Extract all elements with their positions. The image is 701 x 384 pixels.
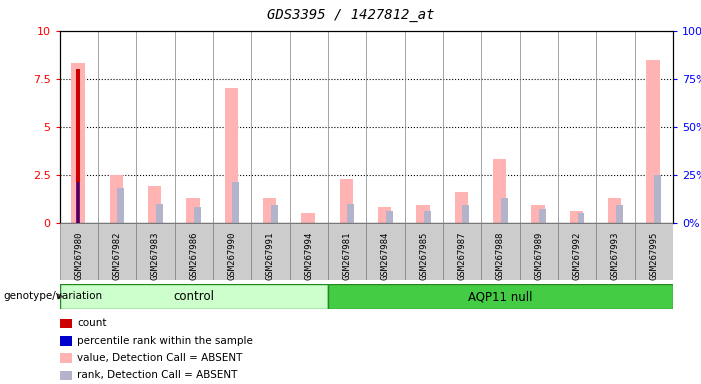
Bar	[60, 284, 328, 309]
Bar	[463, 205, 470, 223]
Bar	[233, 182, 239, 223]
Bar	[539, 209, 546, 223]
Bar	[301, 213, 315, 223]
Bar	[136, 223, 175, 280]
Text: genotype/variation: genotype/variation	[4, 291, 102, 301]
Text: GSM267992: GSM267992	[573, 231, 582, 280]
Bar	[501, 198, 508, 223]
Bar	[348, 204, 355, 223]
Bar	[608, 198, 621, 223]
Bar	[339, 179, 353, 223]
Text: GSM267986: GSM267986	[189, 231, 198, 280]
Text: percentile rank within the sample: percentile rank within the sample	[77, 336, 253, 346]
Bar	[634, 223, 673, 280]
Bar	[558, 223, 597, 280]
Text: GSM267981: GSM267981	[343, 231, 352, 280]
Bar	[455, 192, 468, 223]
Bar	[616, 205, 622, 223]
Bar	[109, 175, 123, 223]
Bar	[263, 198, 276, 223]
Bar	[493, 159, 506, 223]
Bar	[597, 223, 634, 280]
Text: AQP11 null: AQP11 null	[468, 290, 533, 303]
Bar	[224, 88, 238, 223]
Bar	[366, 223, 404, 280]
Bar	[251, 223, 290, 280]
Bar	[290, 223, 328, 280]
Bar	[175, 223, 213, 280]
Bar	[271, 205, 278, 223]
Bar	[416, 205, 430, 223]
Bar	[531, 205, 545, 223]
Text: GSM267980: GSM267980	[74, 231, 83, 280]
Bar	[386, 211, 393, 223]
Text: GSM267995: GSM267995	[649, 231, 658, 280]
Text: value, Detection Call = ABSENT: value, Detection Call = ABSENT	[77, 353, 243, 363]
Bar	[98, 223, 136, 280]
Bar	[194, 207, 201, 223]
Text: GSM267991: GSM267991	[266, 231, 275, 280]
Text: rank, Detection Call = ABSENT: rank, Detection Call = ABSENT	[77, 370, 238, 380]
Bar	[654, 175, 661, 223]
Text: GSM267982: GSM267982	[113, 231, 121, 280]
Text: GSM267983: GSM267983	[151, 231, 160, 280]
Bar	[378, 207, 391, 223]
Text: GSM267988: GSM267988	[496, 231, 505, 280]
Bar	[570, 211, 583, 223]
Bar	[443, 223, 482, 280]
Text: GSM267987: GSM267987	[458, 231, 467, 280]
Bar	[578, 213, 585, 223]
Bar	[646, 60, 660, 223]
Bar	[186, 198, 200, 223]
Bar	[328, 284, 673, 309]
Text: GDS3395 / 1427812_at: GDS3395 / 1427812_at	[267, 8, 434, 22]
Text: GSM267985: GSM267985	[419, 231, 428, 280]
Bar	[213, 223, 251, 280]
Bar	[328, 223, 366, 280]
Text: count: count	[77, 318, 107, 328]
Bar	[148, 186, 161, 223]
Bar	[76, 69, 81, 223]
Bar	[72, 63, 85, 223]
Bar	[156, 204, 163, 223]
Text: GSM267984: GSM267984	[381, 231, 390, 280]
Text: GSM267989: GSM267989	[534, 231, 543, 280]
Bar	[482, 223, 519, 280]
Bar	[60, 223, 98, 280]
Bar	[77, 182, 79, 223]
Text: GSM267993: GSM267993	[611, 231, 620, 280]
Text: GSM267994: GSM267994	[304, 231, 313, 280]
Bar	[118, 188, 124, 223]
Text: GSM267990: GSM267990	[228, 231, 237, 280]
Bar	[404, 223, 443, 280]
Bar	[519, 223, 558, 280]
Text: control: control	[173, 290, 215, 303]
Bar	[424, 211, 431, 223]
